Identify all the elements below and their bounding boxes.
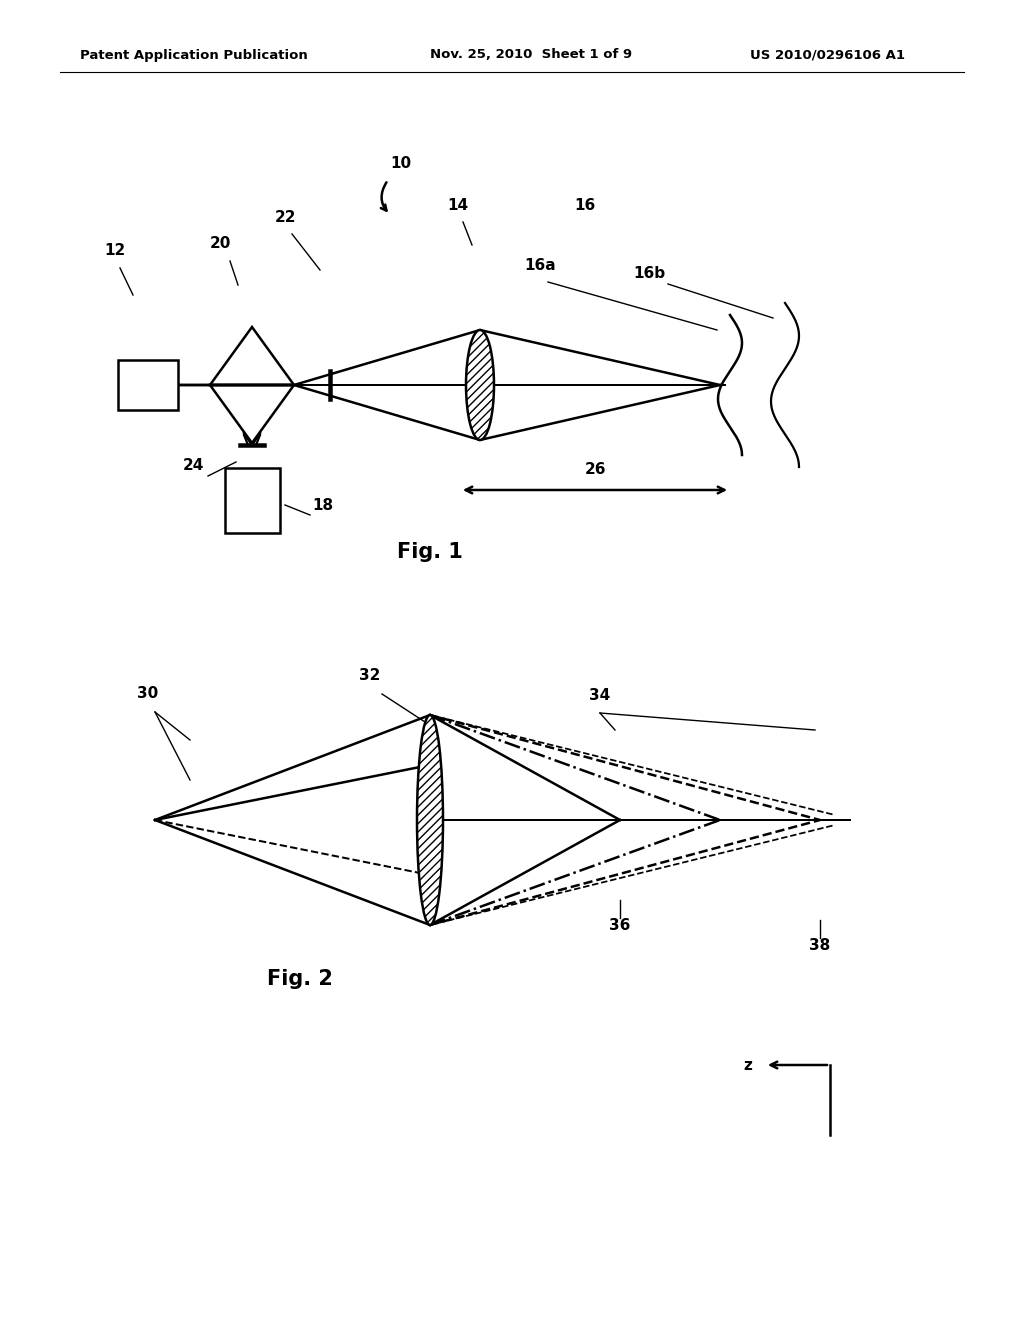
Text: 38: 38 — [809, 939, 830, 953]
Text: 14: 14 — [447, 198, 469, 213]
Bar — [224, 469, 280, 533]
Text: 10: 10 — [390, 156, 411, 172]
Text: 20: 20 — [209, 236, 230, 251]
Text: z: z — [743, 1057, 752, 1072]
Text: 30: 30 — [137, 686, 159, 701]
Text: 18: 18 — [312, 498, 333, 513]
Text: 16: 16 — [574, 198, 596, 213]
Text: 32: 32 — [359, 668, 381, 682]
Text: 16b: 16b — [633, 267, 665, 281]
Ellipse shape — [417, 715, 443, 925]
Text: Fig. 1: Fig. 1 — [397, 543, 463, 562]
Bar — [118, 360, 178, 411]
Text: Fig. 2: Fig. 2 — [267, 969, 333, 989]
Ellipse shape — [466, 330, 494, 440]
Text: 16a: 16a — [524, 257, 556, 273]
Text: 26: 26 — [585, 462, 606, 477]
Text: 22: 22 — [274, 210, 296, 224]
Text: US 2010/0296106 A1: US 2010/0296106 A1 — [750, 49, 905, 62]
Text: 36: 36 — [609, 917, 631, 933]
Text: 24: 24 — [182, 458, 204, 473]
Text: Nov. 25, 2010  Sheet 1 of 9: Nov. 25, 2010 Sheet 1 of 9 — [430, 49, 632, 62]
Text: 12: 12 — [104, 243, 126, 257]
Text: Patent Application Publication: Patent Application Publication — [80, 49, 308, 62]
Text: 34: 34 — [590, 688, 610, 704]
